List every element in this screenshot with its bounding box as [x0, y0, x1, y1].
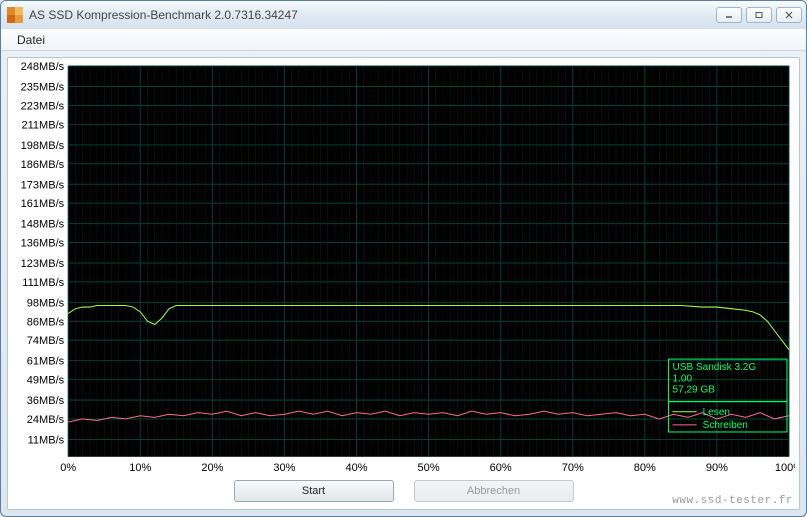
svg-text:198MB/s: 198MB/s	[21, 140, 65, 152]
svg-text:148MB/s: 148MB/s	[21, 219, 65, 231]
svg-text:161MB/s: 161MB/s	[21, 198, 65, 210]
menubar: Datei	[1, 29, 806, 51]
menu-datei[interactable]: Datei	[9, 31, 53, 49]
svg-text:70%: 70%	[562, 462, 584, 474]
app-window: AS SSD Kompression-Benchmark 2.0.7316.34…	[0, 0, 807, 517]
minimize-button[interactable]	[716, 7, 742, 23]
window-controls	[716, 7, 802, 23]
svg-text:98MB/s: 98MB/s	[27, 297, 65, 309]
svg-text:20%: 20%	[201, 462, 223, 474]
svg-text:223MB/s: 223MB/s	[21, 100, 65, 112]
app-icon	[7, 7, 23, 23]
client-area: 11MB/s 24MB/s 36MB/s 49MB/s 61MB/s 74MB/s 86MB…	[7, 57, 800, 510]
benchmark-chart: 11MB/s 24MB/s 36MB/s 49MB/s 61MB/s 74MB/s 86MB…	[12, 62, 795, 475]
svg-text:86MB/s: 86MB/s	[27, 316, 65, 328]
svg-text:80%: 80%	[634, 462, 656, 474]
minimize-icon	[724, 11, 734, 19]
titlebar: AS SSD Kompression-Benchmark 2.0.7316.34…	[1, 1, 806, 29]
svg-text:30%: 30%	[273, 462, 295, 474]
close-icon	[784, 11, 794, 19]
svg-text:57,29 GB: 57,29 GB	[673, 384, 716, 395]
svg-text:Lesen: Lesen	[703, 407, 730, 418]
svg-text:186MB/s: 186MB/s	[21, 159, 65, 171]
svg-text:173MB/s: 173MB/s	[21, 179, 65, 191]
maximize-icon	[754, 11, 764, 19]
start-button[interactable]: Start	[234, 480, 394, 502]
svg-text:49MB/s: 49MB/s	[27, 375, 65, 387]
svg-text:USB Sandisk 3.2G: USB Sandisk 3.2G	[673, 362, 757, 373]
svg-text:Schreiben: Schreiben	[703, 420, 748, 431]
svg-text:211MB/s: 211MB/s	[21, 119, 64, 131]
abort-button: Abbrechen	[414, 480, 574, 502]
svg-text:1.00: 1.00	[673, 373, 693, 384]
svg-text:74MB/s: 74MB/s	[27, 335, 65, 347]
svg-text:11MB/s: 11MB/s	[28, 434, 65, 446]
svg-text:248MB/s: 248MB/s	[21, 62, 65, 73]
maximize-button[interactable]	[746, 7, 772, 23]
svg-text:60%: 60%	[490, 462, 512, 474]
svg-text:123MB/s: 123MB/s	[21, 258, 65, 270]
chart-container: 11MB/s 24MB/s 36MB/s 49MB/s 61MB/s 74MB/s 86MB…	[12, 62, 795, 475]
close-button[interactable]	[776, 7, 802, 23]
watermark-text: www.ssd-tester.fr	[672, 495, 793, 507]
svg-text:136MB/s: 136MB/s	[21, 238, 65, 250]
svg-text:0%: 0%	[60, 462, 76, 474]
svg-text:61MB/s: 61MB/s	[27, 356, 65, 368]
svg-text:90%: 90%	[706, 462, 728, 474]
svg-text:111MB/s: 111MB/s	[22, 277, 64, 289]
svg-text:36MB/s: 36MB/s	[27, 395, 65, 407]
svg-text:235MB/s: 235MB/s	[21, 82, 65, 94]
svg-text:100%: 100%	[775, 462, 795, 474]
svg-text:24MB/s: 24MB/s	[27, 414, 65, 426]
svg-text:50%: 50%	[418, 462, 440, 474]
svg-text:10%: 10%	[129, 462, 151, 474]
window-title: AS SSD Kompression-Benchmark 2.0.7316.34…	[29, 8, 716, 22]
svg-text:40%: 40%	[345, 462, 367, 474]
